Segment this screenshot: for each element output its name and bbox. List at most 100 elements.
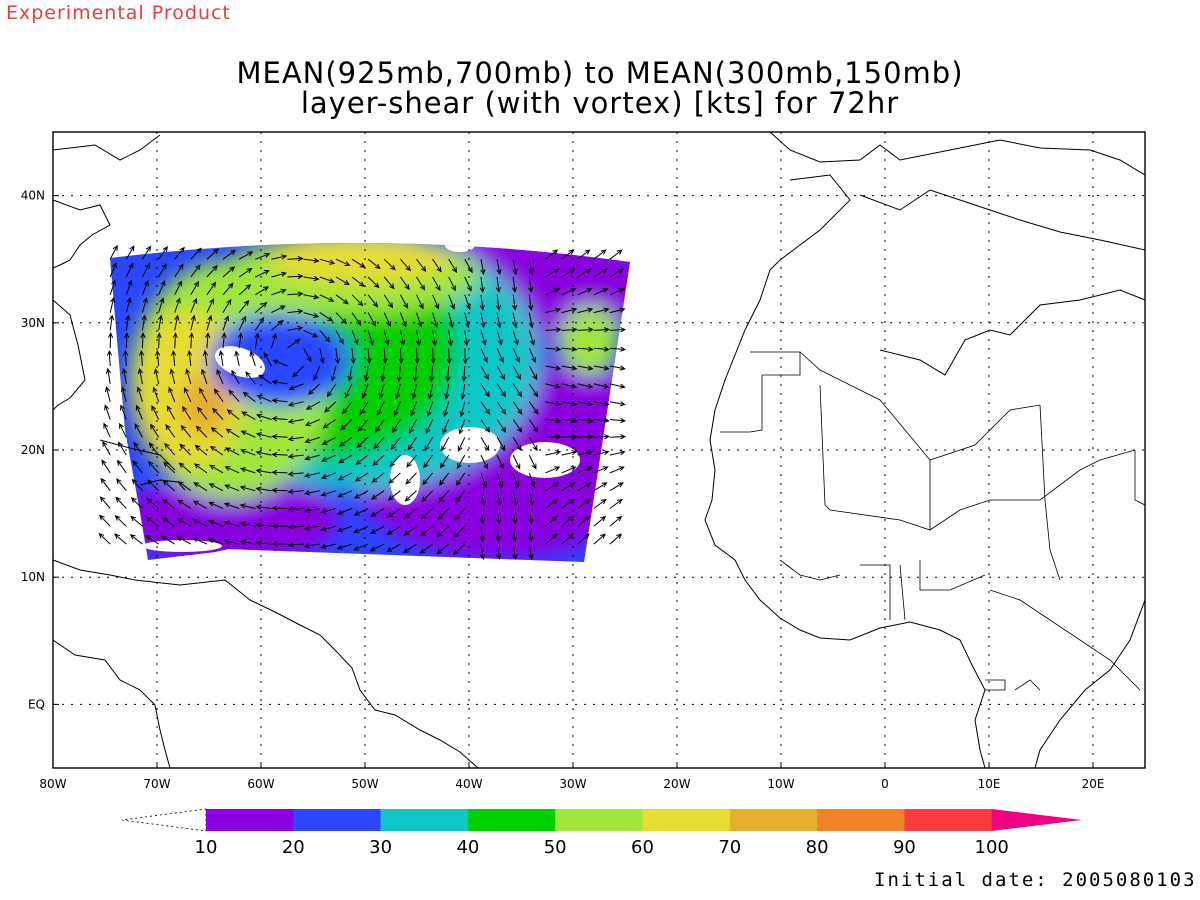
shear-arrow bbox=[378, 383, 385, 400]
lon-tick-labels: 80W 70W 60W 50W 40W 30W 20W 10W 0 10E 20E bbox=[39, 762, 1104, 791]
shear-arrow bbox=[577, 288, 593, 296]
shear-arrow bbox=[263, 351, 272, 367]
shear-arrow bbox=[545, 515, 558, 527]
shear-arrow bbox=[496, 490, 502, 507]
shear-arrow bbox=[456, 454, 466, 470]
shear-arrow bbox=[125, 279, 133, 295]
shear-arrow bbox=[141, 245, 152, 260]
shear-arrow bbox=[125, 262, 134, 278]
shear-arrow bbox=[130, 515, 143, 527]
shear-arrow bbox=[479, 508, 486, 525]
shear-arrow bbox=[288, 383, 304, 391]
shear-arrow bbox=[436, 543, 450, 555]
shear-arrow bbox=[258, 374, 272, 385]
shear-arrow bbox=[436, 525, 450, 538]
shear-arrow bbox=[145, 534, 159, 545]
shear-arrow bbox=[150, 423, 160, 438]
shear-arrow bbox=[380, 365, 386, 383]
shear-arrow bbox=[403, 525, 417, 536]
shear-arrow bbox=[351, 312, 362, 326]
shear-arrow bbox=[326, 383, 337, 398]
shear-arrow bbox=[561, 482, 576, 492]
colorbar-max-triangle bbox=[991, 809, 1082, 831]
shear-arrow bbox=[511, 526, 518, 543]
shear-arrow bbox=[271, 541, 288, 547]
shear-arrow bbox=[109, 296, 116, 313]
colorbar-swatch bbox=[380, 809, 469, 831]
shear-field bbox=[110, 242, 630, 563]
shear-arrow bbox=[174, 280, 183, 296]
shear-arrow bbox=[195, 425, 208, 438]
shear-arrow bbox=[255, 540, 272, 546]
shear-arrow bbox=[528, 401, 539, 415]
shear-arrow bbox=[158, 297, 165, 313]
colorbar-swatch bbox=[817, 809, 905, 831]
shear-arrow bbox=[593, 466, 609, 474]
shear-arrow bbox=[545, 346, 562, 352]
shear-arrow bbox=[105, 385, 111, 402]
shear-arrow bbox=[222, 249, 237, 260]
shear-arrow bbox=[480, 365, 489, 381]
shear-arrow bbox=[496, 401, 507, 415]
shear-arrow bbox=[528, 490, 535, 507]
shear-arrow bbox=[512, 348, 520, 364]
shear-arrow bbox=[353, 543, 369, 551]
lat-tick-label: 40N bbox=[21, 189, 45, 203]
shear-arrow bbox=[344, 383, 353, 399]
shear-arrow bbox=[386, 543, 401, 553]
shear-arrow bbox=[166, 405, 176, 420]
shear-arrow bbox=[593, 498, 607, 509]
shear-arrow bbox=[425, 419, 434, 435]
shear-arrow bbox=[238, 267, 253, 278]
shear-arrow bbox=[399, 294, 409, 309]
shear-arrow bbox=[335, 294, 349, 305]
shear-arrow bbox=[528, 259, 534, 276]
shear-arrow bbox=[464, 276, 472, 292]
shear-arrow bbox=[334, 348, 340, 365]
shear-arrow bbox=[545, 450, 562, 456]
shear-arrow bbox=[223, 538, 240, 545]
shear-arrow bbox=[545, 466, 561, 474]
shear-arrow bbox=[152, 386, 160, 402]
shear-arrow bbox=[405, 472, 417, 485]
shear-arrow bbox=[148, 442, 159, 456]
shear-arrow bbox=[213, 388, 224, 402]
shear-arrow bbox=[545, 383, 562, 389]
shear-arrow bbox=[288, 401, 304, 407]
shear-arrow bbox=[561, 401, 578, 407]
shear-arrow bbox=[577, 365, 594, 371]
shear-arrow bbox=[609, 288, 625, 296]
shear-arrow bbox=[416, 258, 427, 272]
shear-arrow bbox=[438, 490, 450, 503]
shear-arrow bbox=[129, 534, 143, 545]
shear-arrow bbox=[239, 485, 256, 492]
shear-arrow bbox=[396, 365, 402, 383]
shear-arrow bbox=[577, 401, 594, 407]
shear-arrow bbox=[367, 330, 374, 346]
political-borders bbox=[720, 351, 1145, 691]
shear-arrow bbox=[125, 314, 131, 331]
shear-arrow bbox=[421, 490, 433, 503]
shear-arrow bbox=[480, 259, 486, 276]
shear-arrow bbox=[124, 332, 130, 349]
shear-arrow bbox=[141, 262, 150, 278]
lat-tick-label: 30N bbox=[21, 316, 45, 330]
lat-tick-label: 10N bbox=[21, 570, 45, 584]
shear-arrow bbox=[145, 516, 159, 527]
shear-arrow bbox=[577, 466, 593, 474]
shear-arrow bbox=[528, 276, 534, 294]
shear-arrow bbox=[448, 312, 454, 329]
lon-tick-label: 50W bbox=[351, 777, 378, 791]
shear-arrow bbox=[528, 437, 538, 452]
shear-arrow bbox=[512, 330, 519, 346]
shear-arrow bbox=[496, 472, 504, 489]
shear-arrow bbox=[387, 508, 401, 518]
shear-arrow bbox=[373, 436, 385, 450]
shear-arrow bbox=[528, 472, 536, 489]
shear-arrow bbox=[133, 441, 143, 456]
shear-arrow bbox=[99, 496, 111, 509]
shear-arrow bbox=[125, 296, 132, 313]
shear-arrow bbox=[208, 501, 224, 509]
shear-arrow bbox=[157, 314, 164, 331]
